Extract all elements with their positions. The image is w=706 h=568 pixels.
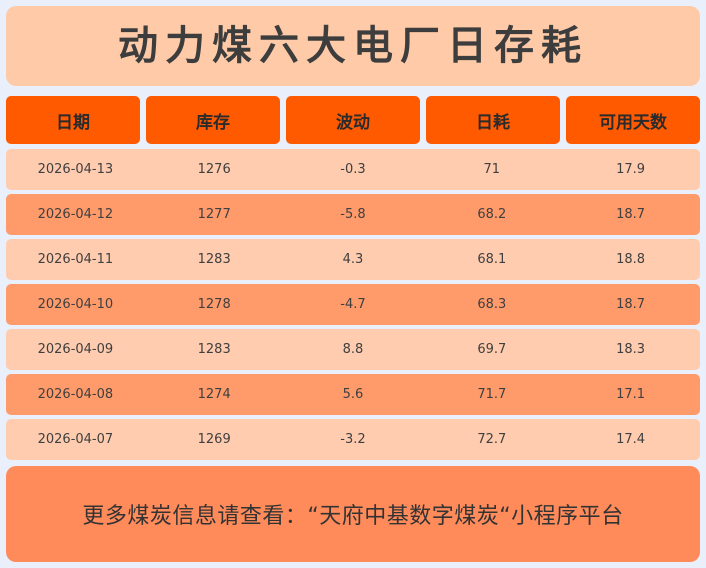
- cell-date: 2026-04-09: [37, 342, 114, 357]
- header-date: 日期: [6, 96, 140, 144]
- cell-date: 2026-04-07: [37, 432, 114, 447]
- cell-inventory: 1283: [197, 252, 231, 267]
- cell-change: 8.8: [342, 342, 364, 357]
- cell-change: 4.3: [342, 252, 364, 267]
- cell-available-days: 18.3: [616, 342, 646, 357]
- table-header: 日期 库存 波动 日耗 可用天数: [6, 96, 700, 144]
- cell-inventory: 1278: [197, 297, 231, 312]
- footer-banner: 更多煤炭信息请查看：“天府中基数字煤炭“小程序平台: [6, 466, 700, 562]
- cell-inventory: 1269: [197, 432, 231, 447]
- header-change: 波动: [286, 96, 420, 144]
- cell-inventory: 1277: [197, 207, 231, 222]
- page-title: 动力煤六大电厂日存耗: [118, 23, 588, 69]
- cell-daily-consumption: 71: [483, 162, 501, 177]
- cell-inventory: 1283: [197, 342, 231, 357]
- cell-change: -0.3: [340, 162, 366, 177]
- cell-date: 2026-04-08: [37, 387, 114, 402]
- cell-inventory: 1274: [197, 387, 231, 402]
- header-inventory: 库存: [146, 96, 280, 144]
- cell-available-days: 17.9: [616, 162, 646, 177]
- table-row: 2026-04-07 1269 -3.2 72.7 17.4: [6, 419, 700, 460]
- footer-note: 更多煤炭信息请查看：“天府中基数字煤炭“小程序平台: [82, 504, 624, 529]
- cell-change: -3.2: [340, 432, 366, 447]
- table-row: 2026-04-10 1278 -4.7 68.3 18.7: [6, 284, 700, 325]
- table-row: 2026-04-11 1283 4.3 68.1 18.8: [6, 239, 700, 280]
- cell-available-days: 18.8: [616, 252, 646, 267]
- title-banner: 动力煤六大电厂日存耗: [6, 6, 700, 86]
- cell-daily-consumption: 71.7: [477, 387, 507, 402]
- table-row: 2026-04-09 1283 8.8 69.7 18.3: [6, 329, 700, 370]
- table-row: 2026-04-13 1276 -0.3 71 17.9: [6, 149, 700, 190]
- cell-available-days: 17.1: [616, 387, 646, 402]
- cell-daily-consumption: 68.2: [477, 207, 507, 222]
- header-daily-consumption: 日耗: [426, 96, 560, 144]
- cell-date: 2026-04-12: [37, 207, 114, 222]
- cell-date: 2026-04-10: [37, 297, 114, 312]
- cell-change: 5.6: [342, 387, 364, 402]
- inventory-table: 日期 库存 波动 日耗 可用天数 2026-04-13 1276 -0.3 71…: [6, 96, 700, 464]
- cell-inventory: 1276: [197, 162, 231, 177]
- cell-date: 2026-04-11: [37, 252, 114, 267]
- cell-daily-consumption: 69.7: [477, 342, 507, 357]
- table-row: 2026-04-08 1274 5.6 71.7 17.1: [6, 374, 700, 415]
- cell-available-days: 18.7: [616, 207, 646, 222]
- cell-available-days: 18.7: [616, 297, 646, 312]
- cell-daily-consumption: 72.7: [477, 432, 507, 447]
- cell-change: -4.7: [340, 297, 366, 312]
- cell-available-days: 17.4: [616, 432, 646, 447]
- cell-change: -5.8: [340, 207, 366, 222]
- table-row: 2026-04-12 1277 -5.8 68.2 18.7: [6, 194, 700, 235]
- cell-daily-consumption: 68.1: [477, 252, 507, 267]
- cell-date: 2026-04-13: [37, 162, 114, 177]
- header-available-days: 可用天数: [566, 96, 700, 144]
- cell-daily-consumption: 68.3: [477, 297, 507, 312]
